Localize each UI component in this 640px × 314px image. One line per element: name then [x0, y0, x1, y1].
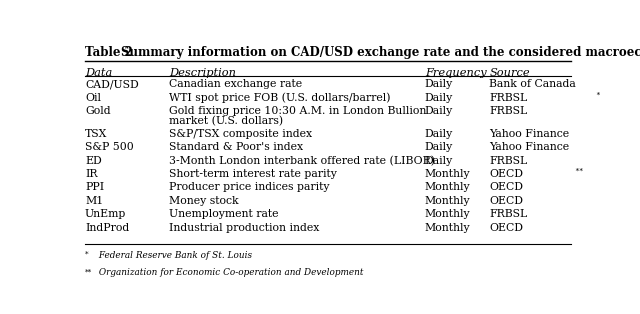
Text: Federal Reserve Bank of St. Louis: Federal Reserve Bank of St. Louis — [96, 251, 252, 260]
Text: IndProd: IndProd — [85, 223, 129, 233]
Text: Daily: Daily — [425, 142, 453, 152]
Text: OECD: OECD — [489, 182, 524, 192]
Text: FRBSL: FRBSL — [489, 93, 527, 103]
Text: **: ** — [85, 268, 92, 276]
Text: Summary information on CAD/USD exchange rate and the considered macroeconomic va: Summary information on CAD/USD exchange … — [121, 46, 640, 59]
Text: M1: M1 — [85, 196, 103, 206]
Text: Money stock: Money stock — [169, 196, 239, 206]
Text: Oil: Oil — [85, 93, 101, 103]
Text: *: * — [85, 251, 88, 259]
Text: Bank of Canada: Bank of Canada — [489, 79, 576, 89]
Text: OECD: OECD — [489, 223, 524, 233]
Text: Short-term interest rate parity: Short-term interest rate parity — [169, 169, 337, 179]
Text: Daily: Daily — [425, 106, 453, 116]
Text: Industrial production index: Industrial production index — [169, 223, 319, 233]
Text: market (U.S. dollars): market (U.S. dollars) — [169, 116, 284, 126]
Text: ∗: ∗ — [596, 90, 600, 98]
Text: Monthly: Monthly — [425, 209, 470, 219]
Text: Producer price indices parity: Producer price indices parity — [169, 182, 330, 192]
Text: 3-Month London interbank offered rate (LIBOR): 3-Month London interbank offered rate (L… — [169, 156, 435, 166]
Text: Daily: Daily — [425, 129, 453, 139]
Text: Unemployment rate: Unemployment rate — [169, 209, 279, 219]
Text: FRBSL: FRBSL — [489, 106, 527, 116]
Text: CAD/USD: CAD/USD — [85, 79, 139, 89]
Text: FRBSL: FRBSL — [489, 156, 527, 166]
Text: Monthly: Monthly — [425, 169, 470, 179]
Text: Monthly: Monthly — [425, 182, 470, 192]
Text: Yahoo Finance: Yahoo Finance — [489, 142, 570, 152]
Text: Gold: Gold — [85, 106, 111, 116]
Text: FRBSL: FRBSL — [489, 209, 527, 219]
Text: Frequency: Frequency — [425, 68, 486, 78]
Text: Canadian exchange rate: Canadian exchange rate — [169, 79, 303, 89]
Text: Gold fixing price 10:30 A.M. in London Bullion: Gold fixing price 10:30 A.M. in London B… — [169, 106, 427, 116]
Text: Monthly: Monthly — [425, 223, 470, 233]
Text: UnEmp: UnEmp — [85, 209, 126, 219]
Text: Yahoo Finance: Yahoo Finance — [489, 129, 570, 139]
Text: WTI spot price FOB (U.S. dollars/barrel): WTI spot price FOB (U.S. dollars/barrel) — [169, 93, 391, 103]
Text: ∗∗: ∗∗ — [574, 166, 584, 174]
Text: OECD: OECD — [489, 169, 524, 179]
Text: Daily: Daily — [425, 79, 453, 89]
Text: Standard & Poor's index: Standard & Poor's index — [169, 142, 303, 152]
Text: Description: Description — [169, 68, 236, 78]
Text: Source: Source — [489, 68, 530, 78]
Text: Data: Data — [85, 68, 112, 78]
Text: Table 2: Table 2 — [85, 46, 133, 59]
Text: ED: ED — [85, 156, 102, 166]
Text: S&P 500: S&P 500 — [85, 142, 134, 152]
Text: PPI: PPI — [85, 182, 104, 192]
Text: Monthly: Monthly — [425, 196, 470, 206]
Text: IR: IR — [85, 169, 97, 179]
Text: Daily: Daily — [425, 93, 453, 103]
Text: OECD: OECD — [489, 196, 524, 206]
Text: Organization for Economic Co-operation and Development: Organization for Economic Co-operation a… — [96, 268, 364, 277]
Text: Daily: Daily — [425, 156, 453, 166]
Text: S&P/TSX composite index: S&P/TSX composite index — [169, 129, 312, 139]
Text: TSX: TSX — [85, 129, 108, 139]
